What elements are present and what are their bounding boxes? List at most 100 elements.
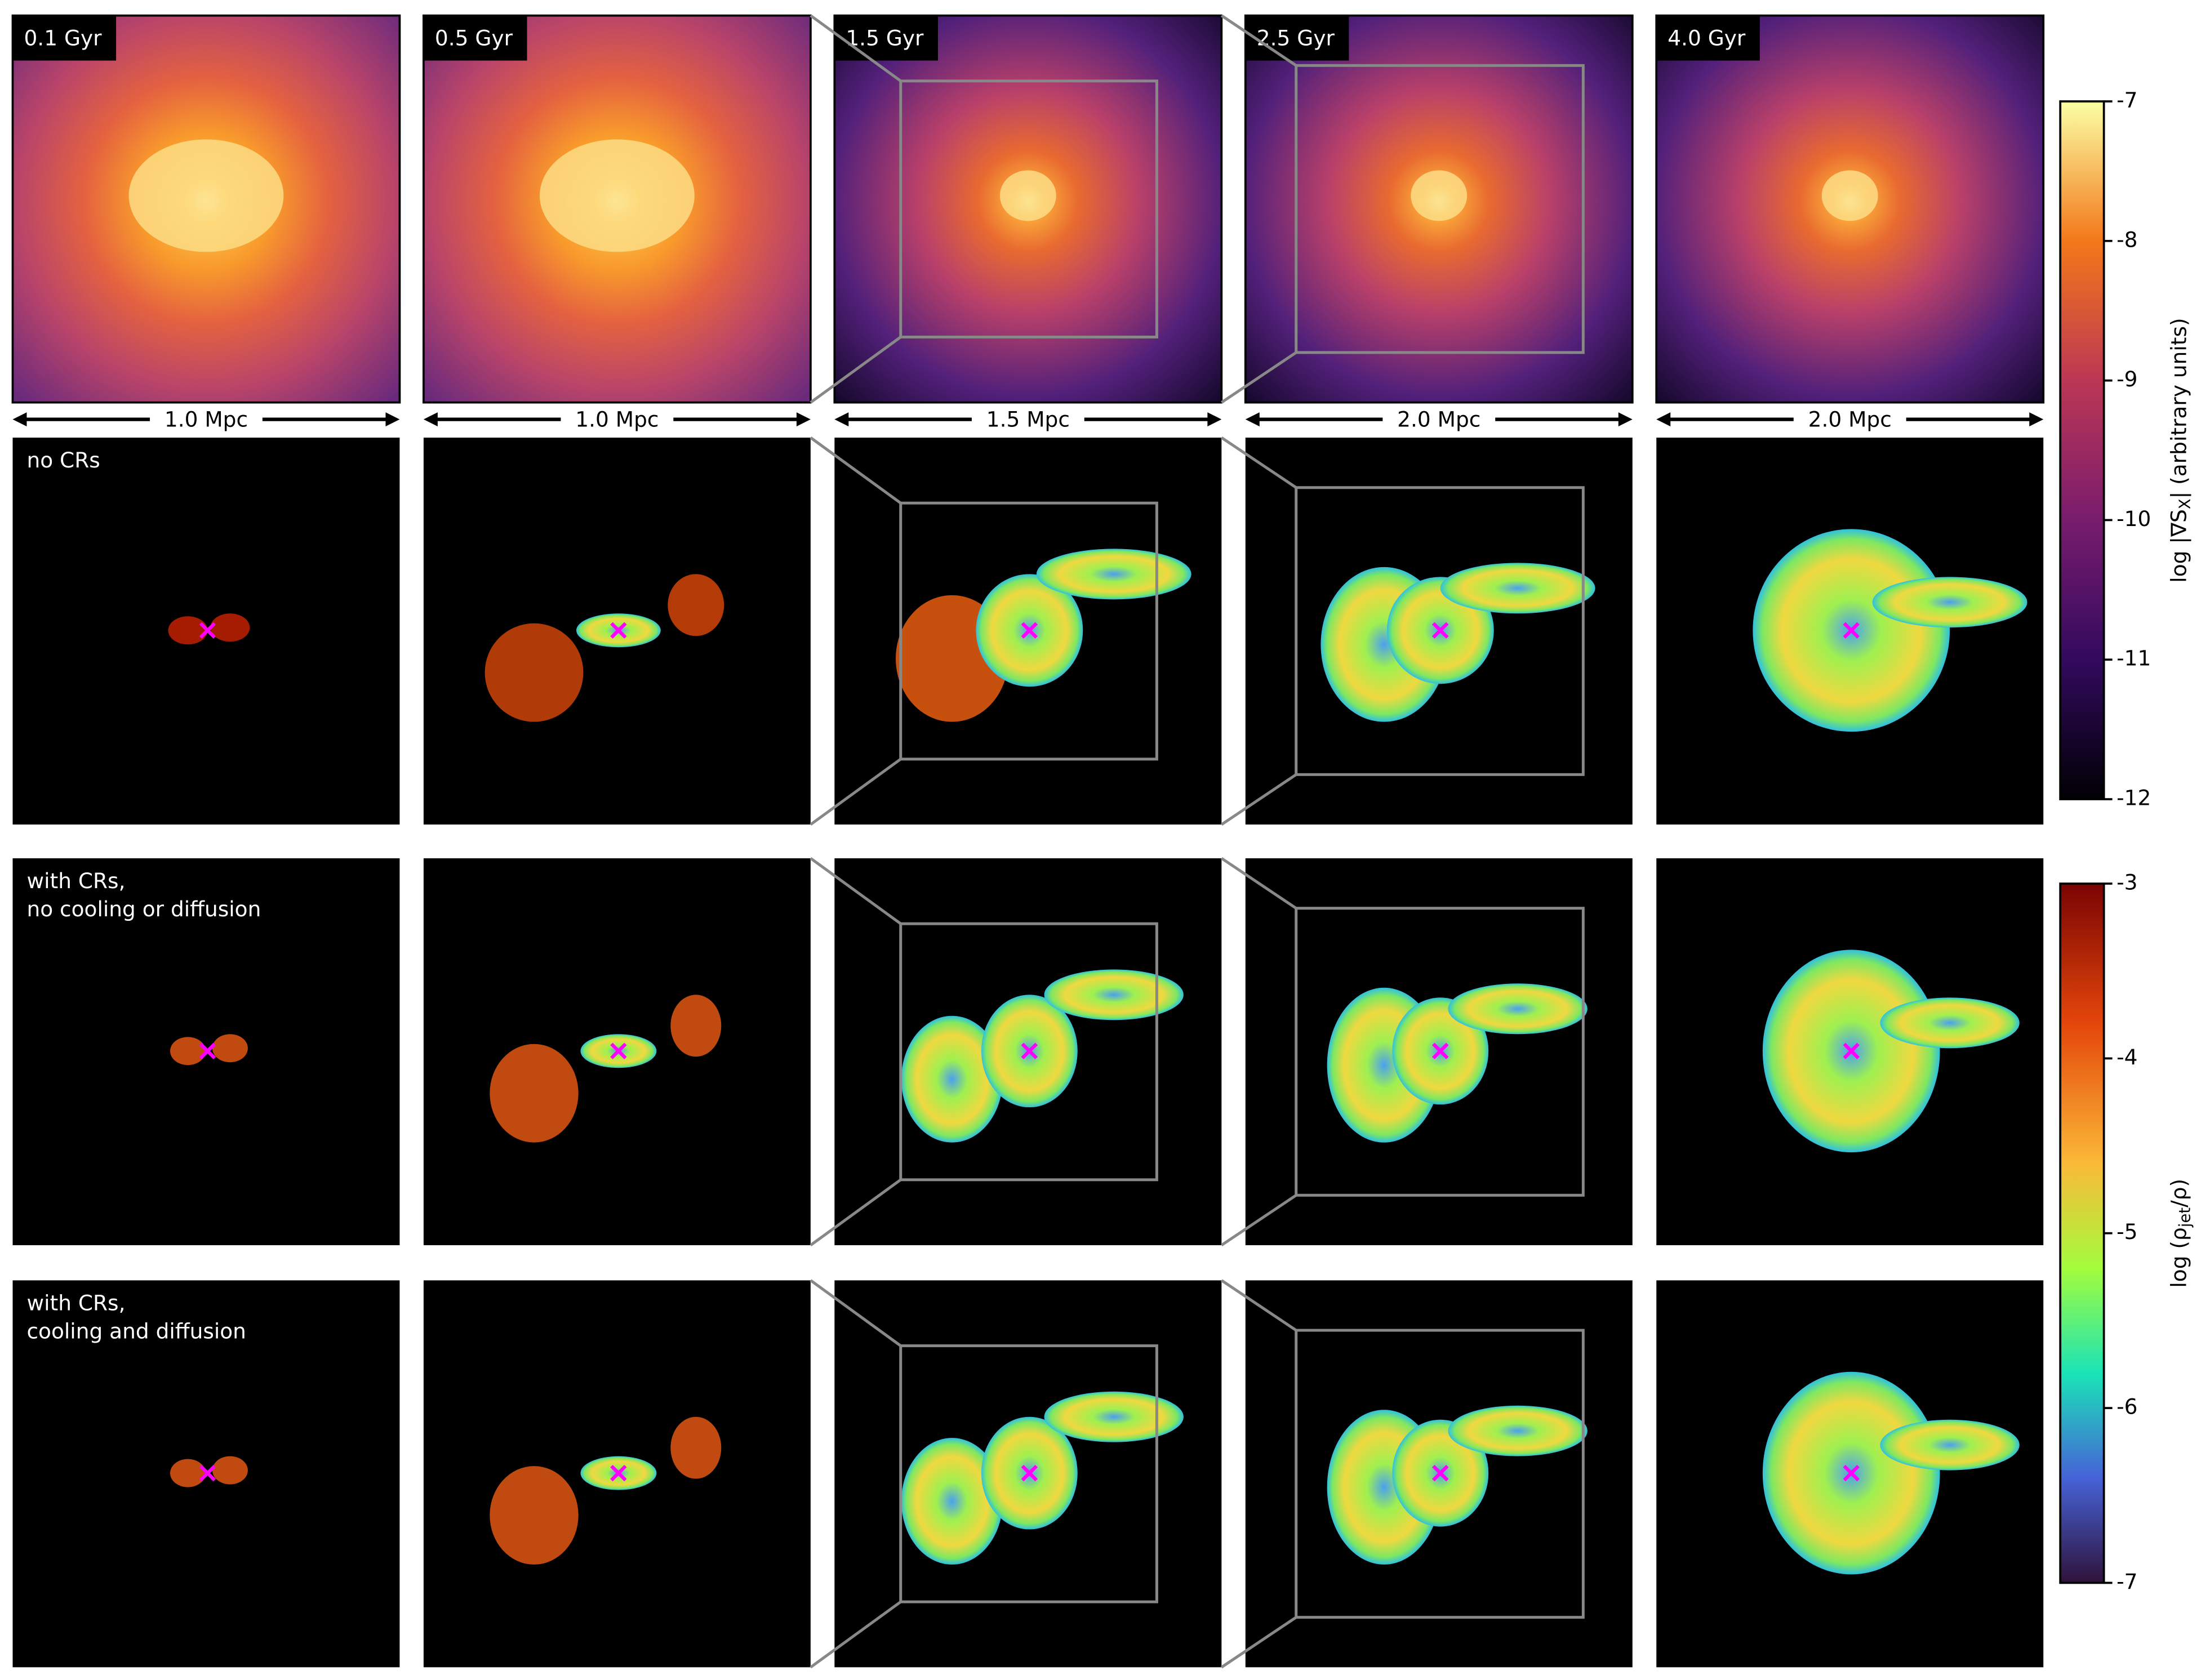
- zoom-line: [810, 857, 902, 925]
- scale-bg: [1793, 405, 1906, 434]
- row-label: no cooling or diffusion: [26, 897, 261, 921]
- time-label-bg: [834, 15, 938, 61]
- scale-bg: [561, 405, 674, 434]
- center-marker: [199, 622, 216, 639]
- jet-blob: [1044, 1391, 1184, 1442]
- zoom-line: [810, 436, 902, 505]
- label-part: /ρ): [2166, 1179, 2191, 1207]
- zoom-box: [899, 79, 1158, 338]
- jet-blob: [1880, 1419, 2020, 1470]
- row-label: cooling and diffusion: [26, 1318, 246, 1343]
- time-label: 0.1 Gyr: [24, 26, 102, 51]
- label-part: | (arbitrary units): [2166, 318, 2191, 498]
- zoom-line: [810, 336, 902, 404]
- scale-bg: [1382, 405, 1496, 434]
- row-label: no CRs: [26, 448, 100, 473]
- label-part: log |∇S: [2166, 509, 2191, 583]
- zoom-line: [1220, 1279, 1297, 1332]
- tick-label: -5: [2116, 1219, 2137, 1244]
- center-marker: [1021, 622, 1038, 639]
- jet-blob: [170, 1037, 206, 1066]
- zoom-box: [1295, 907, 1585, 1197]
- center-marker: [1843, 1464, 1860, 1482]
- label-sub: jet: [2177, 1207, 2194, 1228]
- zoom-line: [1220, 773, 1297, 826]
- jet-blob: [1440, 563, 1595, 614]
- jet-blob: [490, 1044, 579, 1143]
- time-label: 0.5 Gyr: [435, 26, 513, 51]
- tick-label: -12: [2116, 786, 2151, 810]
- center-marker: [1021, 1042, 1038, 1059]
- center-marker: [610, 622, 627, 639]
- row-label: with CRs,: [26, 1290, 125, 1315]
- center-marker: [610, 1042, 627, 1059]
- jet-blob: [1880, 997, 2020, 1049]
- colorbar: [2059, 100, 2105, 800]
- jet-blob: [1872, 577, 2027, 628]
- zoom-line: [1220, 436, 1297, 489]
- zoom-line: [1220, 857, 1297, 910]
- zoom-box: [1295, 1329, 1585, 1619]
- jet-blob: [170, 1459, 206, 1487]
- center-marker: [1843, 1042, 1860, 1059]
- colorbar: [2059, 883, 2105, 1584]
- center-marker: [1021, 1464, 1038, 1482]
- zoom-line: [1220, 1616, 1297, 1669]
- jet-blob: [490, 1466, 579, 1565]
- jet-blob: [901, 1438, 1003, 1565]
- time-label-bg: [1656, 15, 1760, 61]
- scale-bg: [150, 405, 263, 434]
- tick-label: -11: [2116, 646, 2151, 671]
- zoom-line: [1220, 351, 1297, 404]
- jet-blob: [210, 613, 250, 642]
- zoom-line: [810, 1178, 902, 1246]
- center-marker: [1432, 1042, 1449, 1059]
- zoom-line: [810, 1279, 902, 1347]
- center-marker: [199, 1464, 216, 1482]
- zoom-line: [810, 14, 902, 82]
- zoom-box: [1295, 64, 1585, 354]
- time-label-bg: [12, 15, 117, 61]
- zoom-line: [810, 1601, 902, 1669]
- row-label: with CRs,: [26, 868, 125, 893]
- scale-label: 2.0 Mpc: [1808, 407, 1892, 432]
- tick-label: -6: [2116, 1394, 2137, 1419]
- jet-blob: [901, 1015, 1003, 1143]
- label-part: log (ρ: [2166, 1227, 2191, 1287]
- time-label: 1.5 Gyr: [846, 26, 924, 51]
- tick-label: -7: [2116, 1569, 2137, 1594]
- core: [1821, 170, 1878, 221]
- core: [540, 139, 695, 252]
- jet-blob: [1036, 549, 1191, 600]
- tick-label: -4: [2116, 1045, 2137, 1070]
- core: [1411, 170, 1468, 221]
- jet-blob: [1448, 983, 1588, 1035]
- zoom-box: [1295, 486, 1585, 776]
- center-marker: [199, 1042, 216, 1059]
- zoom-line: [810, 757, 902, 826]
- tick-label: -7: [2116, 88, 2137, 113]
- zoom-line: [1220, 1194, 1297, 1247]
- tick-label: -3: [2116, 870, 2137, 894]
- tick-label: -8: [2116, 227, 2137, 252]
- tick-label: -10: [2116, 506, 2151, 531]
- scale-label: 1.0 Mpc: [164, 407, 248, 432]
- scale-bg: [971, 405, 1084, 434]
- zoom-box: [899, 1344, 1158, 1603]
- zoom-box: [899, 922, 1158, 1182]
- center-marker: [610, 1464, 627, 1482]
- time-label-bg: [1245, 15, 1349, 61]
- colorbar-label: log (ρjet/ρ): [2166, 1179, 2194, 1288]
- jet-blob: [668, 574, 724, 636]
- jet-blob: [670, 995, 722, 1057]
- time-label-bg: [423, 15, 527, 61]
- scale-label: 2.0 Mpc: [1397, 407, 1480, 432]
- scale-label: 1.0 Mpc: [575, 407, 659, 432]
- scale-label: 1.5 Mpc: [986, 407, 1070, 432]
- tick-label: -9: [2116, 367, 2137, 391]
- center-marker: [1432, 622, 1449, 639]
- time-label: 4.0 Gyr: [1668, 26, 1746, 51]
- jet-blob: [484, 623, 584, 722]
